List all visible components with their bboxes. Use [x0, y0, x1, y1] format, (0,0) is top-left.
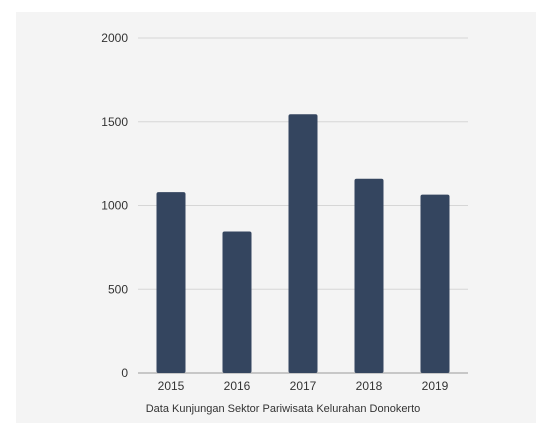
bar-2018: [354, 178, 384, 373]
x-tick-label: 2016: [224, 379, 251, 393]
x-tick-label: 2017: [290, 379, 317, 393]
y-tick-label: 500: [108, 282, 128, 296]
x-tick-label: 2018: [356, 379, 383, 393]
x-tick-label: 2019: [422, 379, 449, 393]
y-tick-label: 1000: [101, 199, 128, 213]
bar-2016: [222, 231, 252, 373]
y-axis-ticks: 0 500 1000 1500 2000: [101, 31, 128, 380]
y-tick-label: 1500: [101, 115, 128, 129]
chart-caption: Data Kunjungan Sektor Pariwisata Kelurah…: [146, 403, 421, 415]
x-axis-labels: 2015 2016 2017 2018 2019: [158, 379, 449, 393]
bar-2019: [420, 194, 450, 373]
y-tick-label: 0: [121, 366, 128, 380]
y-tick-label: 2000: [101, 31, 128, 45]
bars: [156, 114, 450, 374]
x-tick-label: 2015: [158, 379, 185, 393]
bar-2017: [288, 114, 318, 374]
bar-2015: [156, 192, 186, 373]
